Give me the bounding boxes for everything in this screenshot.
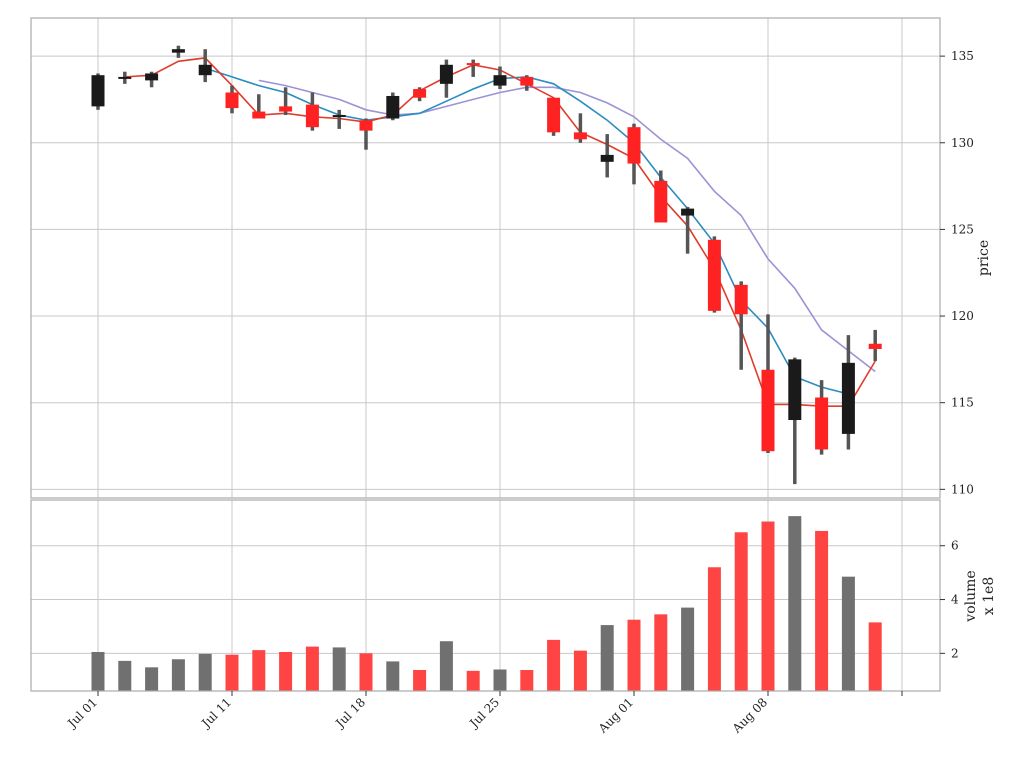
- volume-bar: [359, 653, 373, 691]
- candle-body: [91, 75, 105, 107]
- candle-body: [145, 73, 159, 81]
- price-tick-label: 110: [951, 482, 974, 496]
- volume-grid: [31, 500, 940, 691]
- volume-bar: [547, 639, 561, 691]
- volume-bar: [439, 641, 453, 691]
- volume-bar: [118, 660, 132, 691]
- candle-body: [171, 49, 185, 53]
- ma-long-line: [258, 79, 876, 373]
- volume-bars: [91, 516, 882, 691]
- x-tick-label: Jul 18: [332, 695, 368, 731]
- volume-bar: [788, 516, 802, 691]
- price-tick-label: 130: [951, 136, 974, 150]
- candle-body: [252, 111, 266, 119]
- volume-bar: [413, 670, 427, 691]
- price-panel: 110 115 120 125 130 135 price: [30, 17, 992, 499]
- candle-body: [547, 97, 561, 133]
- candle-body: [841, 362, 855, 434]
- volume-bar: [815, 530, 829, 691]
- candle-body: [118, 76, 132, 79]
- volume-panel-frame: [30, 499, 941, 692]
- volume-panel: 2 4 6 volume x 1e8: [30, 499, 997, 692]
- candle-body: [654, 180, 668, 223]
- price-tick-label: 125: [951, 222, 974, 236]
- volume-bar: [386, 661, 400, 691]
- volume-bar: [627, 619, 641, 691]
- volume-axis-label: volume: [963, 570, 979, 622]
- candle-body: [520, 76, 534, 86]
- x-tick-label: Jul 25: [466, 695, 502, 731]
- volume-bar: [734, 532, 748, 691]
- volume-tick-label: 4: [951, 593, 959, 607]
- x-tick-label: Aug 01: [595, 695, 636, 736]
- volume-bar: [91, 651, 105, 691]
- volume-bar: [225, 654, 239, 691]
- volume-bar: [841, 576, 855, 691]
- candle-body: [573, 132, 587, 140]
- x-tick-label: Jul 11: [198, 695, 234, 731]
- volume-bar: [761, 521, 775, 691]
- price-tick-label: 135: [951, 49, 974, 63]
- candle-body: [868, 343, 882, 349]
- volume-bar: [681, 607, 695, 691]
- volume-axis-ticks: 2 4 6: [940, 539, 959, 660]
- candle-body: [305, 104, 319, 128]
- candle-body: [493, 75, 507, 86]
- candle-body: [198, 64, 212, 76]
- candle-body: [627, 127, 641, 164]
- candle-body: [761, 369, 775, 452]
- candle-body: [734, 284, 748, 315]
- volume-bar: [868, 622, 882, 691]
- candle-body: [386, 95, 400, 119]
- price-axis-ticks: 110 115 120 125 130 135: [940, 49, 974, 496]
- candle-body: [600, 154, 614, 162]
- volume-bar: [145, 667, 159, 691]
- price-tick-label: 120: [951, 309, 974, 323]
- x-tick-label: Aug 08: [729, 695, 770, 736]
- candle-body: [707, 239, 721, 311]
- volume-bar: [493, 669, 507, 691]
- ma-mid-line: [204, 67, 849, 395]
- candle-body: [279, 106, 293, 112]
- price-panel-frame: [30, 17, 941, 499]
- volume-bar: [573, 650, 587, 691]
- candle-body: [332, 115, 346, 118]
- volume-bar: [654, 614, 668, 691]
- x-tick-label: Jul 01: [64, 695, 100, 731]
- candle-body: [359, 120, 373, 131]
- candle-body: [815, 397, 829, 450]
- candle-body: [466, 63, 480, 66]
- volume-bar: [305, 646, 319, 691]
- candle-body: [413, 89, 427, 98]
- volume-tick-label: 6: [951, 539, 959, 553]
- candlesticks: [91, 45, 882, 485]
- x-axis-ticks: Jul 01 Jul 11 Jul 18 Jul 25 Aug 01 Aug 08: [64, 691, 903, 736]
- volume-bar: [198, 653, 212, 691]
- price-axis-label: price: [976, 240, 992, 276]
- candle-body: [439, 64, 453, 84]
- candle-body: [681, 208, 695, 216]
- volume-bar: [332, 647, 346, 691]
- candle-body: [225, 92, 239, 109]
- volume-axis-multiplier: x 1e8: [981, 577, 997, 615]
- volume-tick-label: 2: [951, 646, 959, 660]
- price-grid: [31, 18, 940, 498]
- volume-bar: [171, 659, 185, 691]
- candle-body: [788, 359, 802, 421]
- volume-bar: [600, 625, 614, 691]
- price-tick-label: 115: [951, 396, 974, 410]
- volume-bar: [707, 567, 721, 691]
- volume-bar: [466, 670, 480, 691]
- volume-bar: [279, 651, 293, 691]
- volume-bar: [252, 650, 266, 691]
- volume-bar: [520, 670, 534, 691]
